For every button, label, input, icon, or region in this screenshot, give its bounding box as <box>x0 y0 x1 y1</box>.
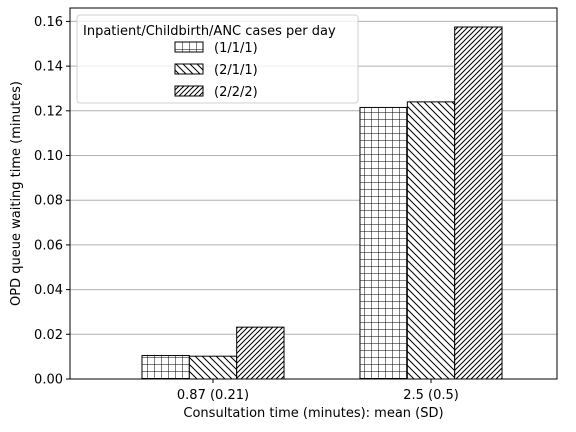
y-tick-label: 0.10 <box>34 149 63 164</box>
x-axis-label: Consultation time (minutes): mean (SD) <box>183 406 443 421</box>
y-tick-label: 0.12 <box>34 104 63 119</box>
y-tick-label: 0.04 <box>34 283 63 298</box>
bar-3-1 <box>236 326 285 380</box>
legend-label-1: (1/1/1) <box>214 41 258 56</box>
bars <box>141 26 503 380</box>
x-tick-label: 2.5 (0.5) <box>403 388 459 403</box>
legend-swatch-1 <box>174 41 204 53</box>
legend: Inpatient/Childbirth/ANC cases per day (… <box>76 14 359 104</box>
bar-1-2 <box>359 106 408 380</box>
plot-frame <box>69 7 558 380</box>
axis-ticks: 0.00 0.02 0.04 0.06 0.08 0.10 0.12 0.14 0.16 0.87… <box>34 15 459 403</box>
legend-label-2: (2/1/1) <box>214 63 258 78</box>
bar-3-2 <box>454 26 503 380</box>
legend-label-3: (2/2/2) <box>214 85 258 100</box>
bar-1-1 <box>141 355 190 380</box>
y-axis-label: OPD queue waiting time (minutes) <box>9 81 24 306</box>
y-tick-label: 0.14 <box>34 60 63 75</box>
y-tick-label: 0.02 <box>34 328 63 343</box>
legend-box <box>76 14 359 104</box>
y-tick-label: 0.16 <box>34 15 63 30</box>
y-tick-label: 0.08 <box>34 194 63 209</box>
legend-swatch-2 <box>174 63 204 75</box>
legend-swatch-3 <box>174 85 204 97</box>
y-tick-label: 0.06 <box>34 238 63 253</box>
legend-title: Inpatient/Childbirth/ANC cases per day <box>83 24 336 39</box>
x-tick-label: 0.87 (0.21) <box>177 388 249 403</box>
bar-2-2 <box>406 101 456 380</box>
y-tick-label: 0.00 <box>34 373 63 388</box>
bar-2-1 <box>188 355 238 380</box>
